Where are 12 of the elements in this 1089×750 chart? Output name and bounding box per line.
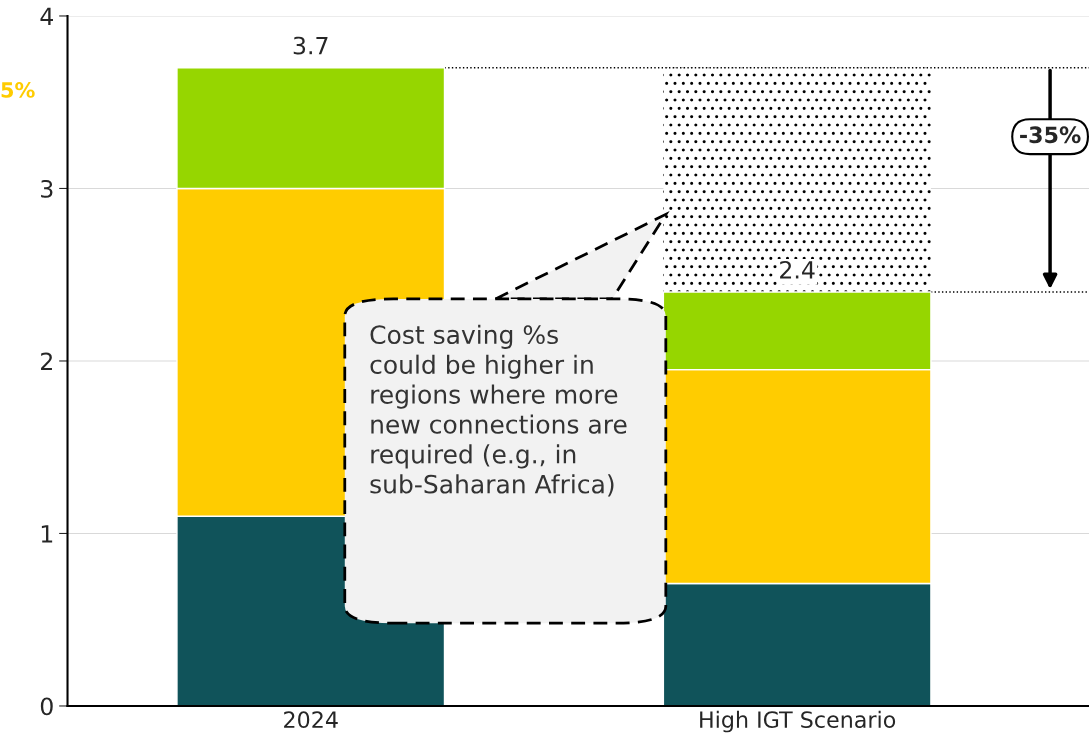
y-tick-label: 3 — [41, 179, 53, 198]
y-tick-label: 4 — [40, 7, 53, 25]
y-tick-label: 0 — [40, 697, 53, 716]
text: 5% — [1, 82, 35, 98]
x-tick-label: 2024 — [284, 711, 338, 729]
y-tick-label: 1 — [41, 525, 53, 543]
annotation: Cost saving %s could be higher in regions where more new connections are required (e.g., in sub-Saharan Africa) — [370, 324, 627, 497]
y-tick-label: 2 — [41, 352, 52, 370]
annotation: -35% — [1020, 126, 1081, 144]
total-label: 2.4 — [780, 260, 815, 279]
x-tick-label: High IGT Scenario — [700, 710, 896, 733]
total-label: 3.7 — [293, 36, 328, 55]
